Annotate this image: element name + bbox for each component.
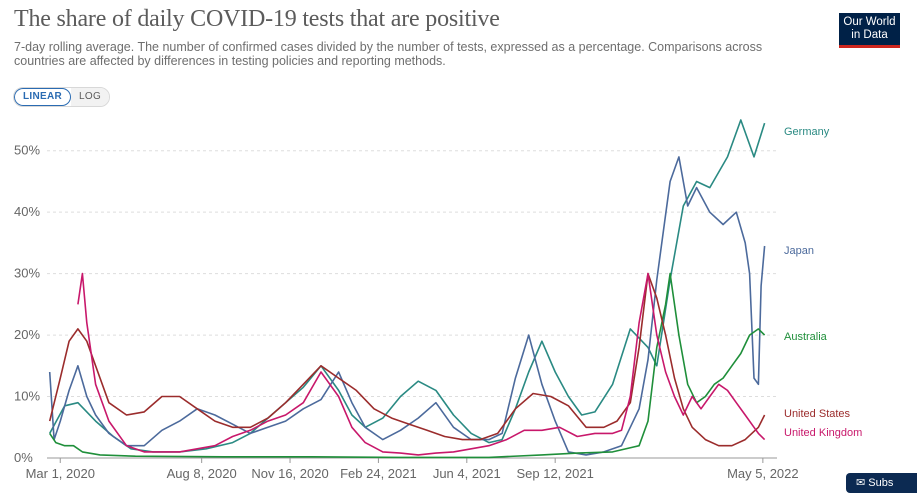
series-label-australia: Australia <box>784 331 828 343</box>
y-tick-label: 30% <box>14 266 40 281</box>
owid-logo[interactable]: Our World in Data <box>839 13 900 48</box>
y-tick-label: 50% <box>14 143 40 158</box>
logo-line-2: in Data <box>851 29 888 41</box>
logo-line-1: Our World <box>843 16 896 28</box>
series-line-japan <box>48 156 766 456</box>
subscribe-label: Subs <box>868 477 894 489</box>
y-tick-label: 40% <box>14 204 40 219</box>
chart-title: The share of daily COVID-19 tests that a… <box>14 6 500 32</box>
series-label-germany: Germany <box>784 126 830 138</box>
x-tick-label: Mar 1, 2020 <box>26 466 95 481</box>
scale-toggle: LINEAR LOG <box>13 87 111 107</box>
series-line-australia <box>49 272 766 459</box>
log-scale-button[interactable]: LOG <box>71 88 110 106</box>
subscribe-button[interactable]: ✉ Subs <box>846 473 917 493</box>
series-line-united-states <box>48 272 766 447</box>
chart-subtitle: 7-day rolling average. The number of con… <box>14 40 763 68</box>
x-tick-label: Sep 12, 2021 <box>516 466 593 481</box>
x-tick-label: Feb 24, 2021 <box>340 466 417 481</box>
series-label-united-states: United States <box>784 408 851 420</box>
x-tick-label: Jun 4, 2021 <box>433 466 501 481</box>
series-line-united-kingdom <box>77 272 766 456</box>
y-tick-label: 0% <box>14 450 33 465</box>
x-tick-label: May 5, 2022 <box>727 466 799 481</box>
subscribe-icon: ✉ <box>856 477 869 489</box>
x-tick-label: Aug 8, 2020 <box>167 466 237 481</box>
linear-scale-button[interactable]: LINEAR <box>14 88 72 106</box>
y-tick-label: 20% <box>14 327 40 342</box>
x-tick-label: Nov 16, 2020 <box>251 466 328 481</box>
y-tick-label: 10% <box>14 389 40 404</box>
series-label-united-kingdom: United Kingdom <box>784 427 862 439</box>
series-line-germany <box>48 119 766 453</box>
series-label-japan: Japan <box>784 245 814 257</box>
